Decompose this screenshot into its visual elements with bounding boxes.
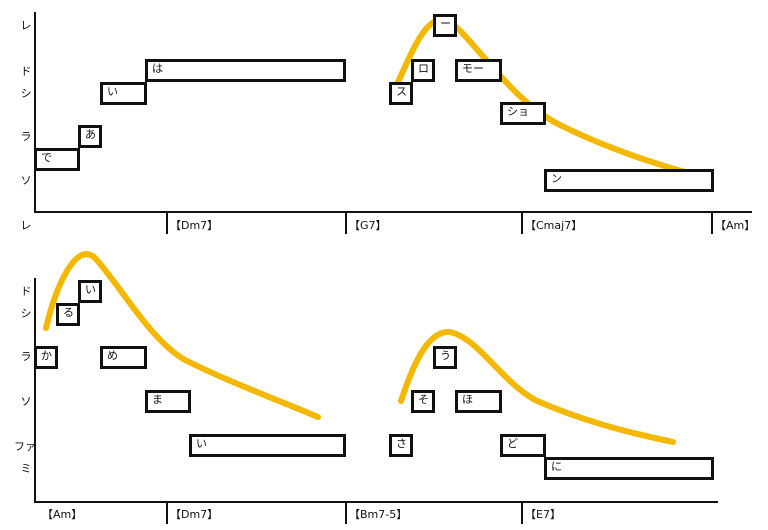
panel2-note-ni: に	[544, 457, 714, 480]
pitch-label-so: ソ	[20, 174, 32, 187]
panel1-note-n: ン	[544, 169, 714, 192]
panel1-note-i: い	[100, 82, 147, 105]
pitch-label-si: シ	[20, 87, 32, 100]
pitch-label-mi: ミ	[20, 462, 32, 475]
pitch-label-so: ソ	[20, 395, 32, 408]
panel1-pitch-curve	[391, 16, 698, 178]
panel1-bar-line-2	[345, 212, 347, 234]
panel1-x-axis	[34, 211, 752, 213]
panel2-note-i-high: い	[78, 280, 102, 303]
panel1-bar-line-3	[521, 212, 523, 234]
pitch-label-ra: ラ	[20, 130, 32, 143]
panel1-note-de: で	[34, 148, 80, 171]
panel1-chord-am: 【Am】	[715, 219, 756, 232]
panel1-bar-line-4	[711, 212, 713, 234]
panel1-note-long: ー	[433, 14, 457, 37]
panel2-note-ho: ほ	[455, 390, 502, 413]
panel1-note-mo: モー	[455, 59, 502, 82]
pitch-label-re-high: レ	[20, 19, 32, 32]
pitch-label-do: ド	[20, 65, 32, 78]
pitch-label-fa: ファ	[14, 440, 36, 453]
panel2-note-do: ど	[500, 434, 546, 457]
pitch-label-ra: ラ	[20, 350, 32, 363]
panel2-chord-dm7: 【Dm7】	[170, 508, 219, 521]
panel2-y-axis	[34, 278, 36, 502]
panel1-note-su: ス	[389, 82, 413, 105]
panel2-x-axis	[34, 501, 718, 503]
panel2-pitch-curve-1	[43, 251, 321, 420]
panel2-bar-line-2	[345, 502, 347, 524]
panel2-note-me: め	[100, 346, 147, 369]
panel1-note-ro: ロ	[411, 59, 435, 82]
panel2-note-ma: ま	[145, 390, 191, 413]
panel1-y-axis	[34, 12, 36, 212]
panel2-note-so: そ	[411, 390, 435, 413]
panel2-note-i-low: い	[189, 434, 346, 457]
panel2-chord-e7: 【E7】	[525, 508, 561, 521]
pitch-label-do: ド	[20, 285, 32, 298]
panel2-note-sa: さ	[389, 434, 413, 457]
panel2-chord-am: 【Am】	[42, 508, 83, 521]
panel1-chord-dm7: 【Dm7】	[170, 219, 219, 232]
panel2-bar-line-1	[166, 502, 168, 524]
panel2-chord-bm7-5: 【Bm7-5】	[349, 508, 408, 521]
panel2-pitch-curve-2	[398, 329, 676, 445]
panel1-note-sho: ショ	[500, 102, 546, 125]
panel2-note-ru: る	[56, 303, 80, 326]
pitch-label-si: シ	[20, 307, 32, 320]
panel2-bar-line-3	[521, 502, 523, 524]
panel1-note-a: あ	[78, 125, 102, 148]
panel1-note-ha: は	[145, 59, 346, 82]
panel1-bar-line-1	[166, 212, 168, 234]
pitch-label-re-low: レ	[20, 219, 32, 232]
panel2-note-u: う	[433, 346, 457, 369]
panel1-chord-g7: 【G7】	[349, 219, 387, 232]
panel1-chord-cmaj7: 【Cmaj7】	[525, 219, 583, 232]
panel2-note-ka: か	[34, 346, 58, 369]
